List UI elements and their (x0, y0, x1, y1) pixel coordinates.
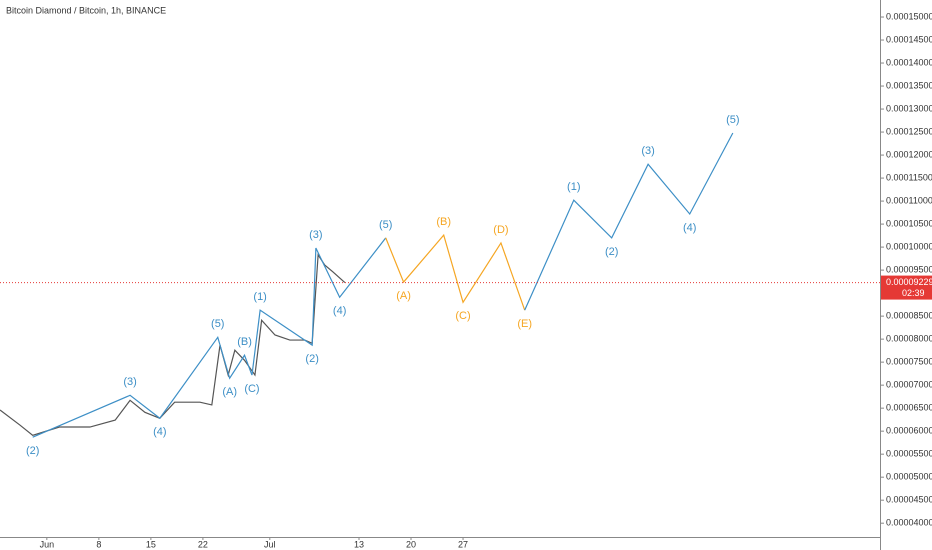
chart-title: Bitcoin Diamond / Bitcoin, 1h, BINANCE (6, 5, 166, 15)
wave-line (32, 237, 387, 438)
wave-label: (A) (396, 290, 411, 302)
x-tick-label: 8 (96, 539, 101, 549)
wave-label: (B) (436, 216, 451, 228)
wave-label: (3) (123, 376, 136, 388)
x-tick-label: 13 (354, 539, 364, 549)
y-tick-label: 0.00014000 (886, 57, 932, 67)
y-tick-label: 0.00007500 (886, 357, 932, 367)
x-tick-label: 20 (406, 539, 416, 549)
y-tick-label: 0.00012500 (886, 126, 932, 136)
wave-label: (4) (153, 426, 166, 438)
y-tick-label: 0.00004500 (886, 495, 932, 505)
wave-label: (E) (517, 318, 532, 330)
last-price-box (881, 275, 932, 300)
y-tick-label: 0.00014500 (886, 34, 932, 44)
y-tick-label: 0.00006500 (886, 403, 932, 413)
y-tick-label: 0.00013500 (886, 80, 932, 90)
y-tick-label: 0.00005500 (886, 449, 932, 459)
wave-label: (4) (333, 305, 346, 317)
countdown-label: 02:39 (902, 288, 925, 298)
last-price-label: 0.00009229 (886, 277, 932, 287)
wave-line (385, 233, 526, 311)
wave-label: (C) (244, 383, 259, 395)
x-tick-label: Jul (264, 539, 276, 549)
y-tick-label: 0.00010000 (886, 241, 932, 251)
wave-label: (A) (222, 386, 237, 398)
y-tick-label: 0.00012000 (886, 149, 932, 159)
wave-label: (4) (683, 222, 696, 234)
wave-line (524, 132, 734, 311)
y-tick-label: 0.00011000 (886, 195, 932, 205)
wave-label: (C) (455, 310, 470, 322)
wave-label: (1) (567, 181, 580, 193)
wave-label: (3) (641, 145, 654, 157)
x-tick-label: 15 (146, 539, 156, 549)
y-tick-label: 0.00007000 (886, 380, 932, 390)
y-tick-label: 0.00015000 (886, 11, 932, 21)
y-tick-label: 0.00008000 (886, 334, 932, 344)
wave-label: (2) (305, 353, 318, 365)
y-tick-label: 0.00004000 (886, 518, 932, 528)
x-tick-label: 22 (198, 539, 208, 549)
y-tick-label: 0.00009500 (886, 264, 932, 274)
y-tick-label: 0.00008500 (886, 311, 932, 321)
wave-label: (2) (605, 246, 618, 258)
y-tick-label: 0.00011500 (886, 172, 932, 182)
y-tick-label: 0.00006000 (886, 426, 932, 436)
wave-label: (1) (253, 291, 266, 303)
wave-label: (5) (211, 318, 224, 330)
x-tick-label: Jun (40, 539, 55, 549)
wave-label: (B) (237, 336, 252, 348)
wave-label: (D) (493, 224, 508, 236)
y-tick-label: 0.00013000 (886, 103, 932, 113)
y-tick-label: 0.00005000 (886, 472, 932, 482)
wave-label: (5) (726, 114, 739, 126)
wave-label: (5) (379, 219, 392, 231)
y-tick-label: 0.00010500 (886, 218, 932, 228)
x-tick-label: 27 (458, 539, 468, 549)
wave-label: (2) (26, 445, 39, 457)
wave-label: (3) (309, 229, 322, 241)
